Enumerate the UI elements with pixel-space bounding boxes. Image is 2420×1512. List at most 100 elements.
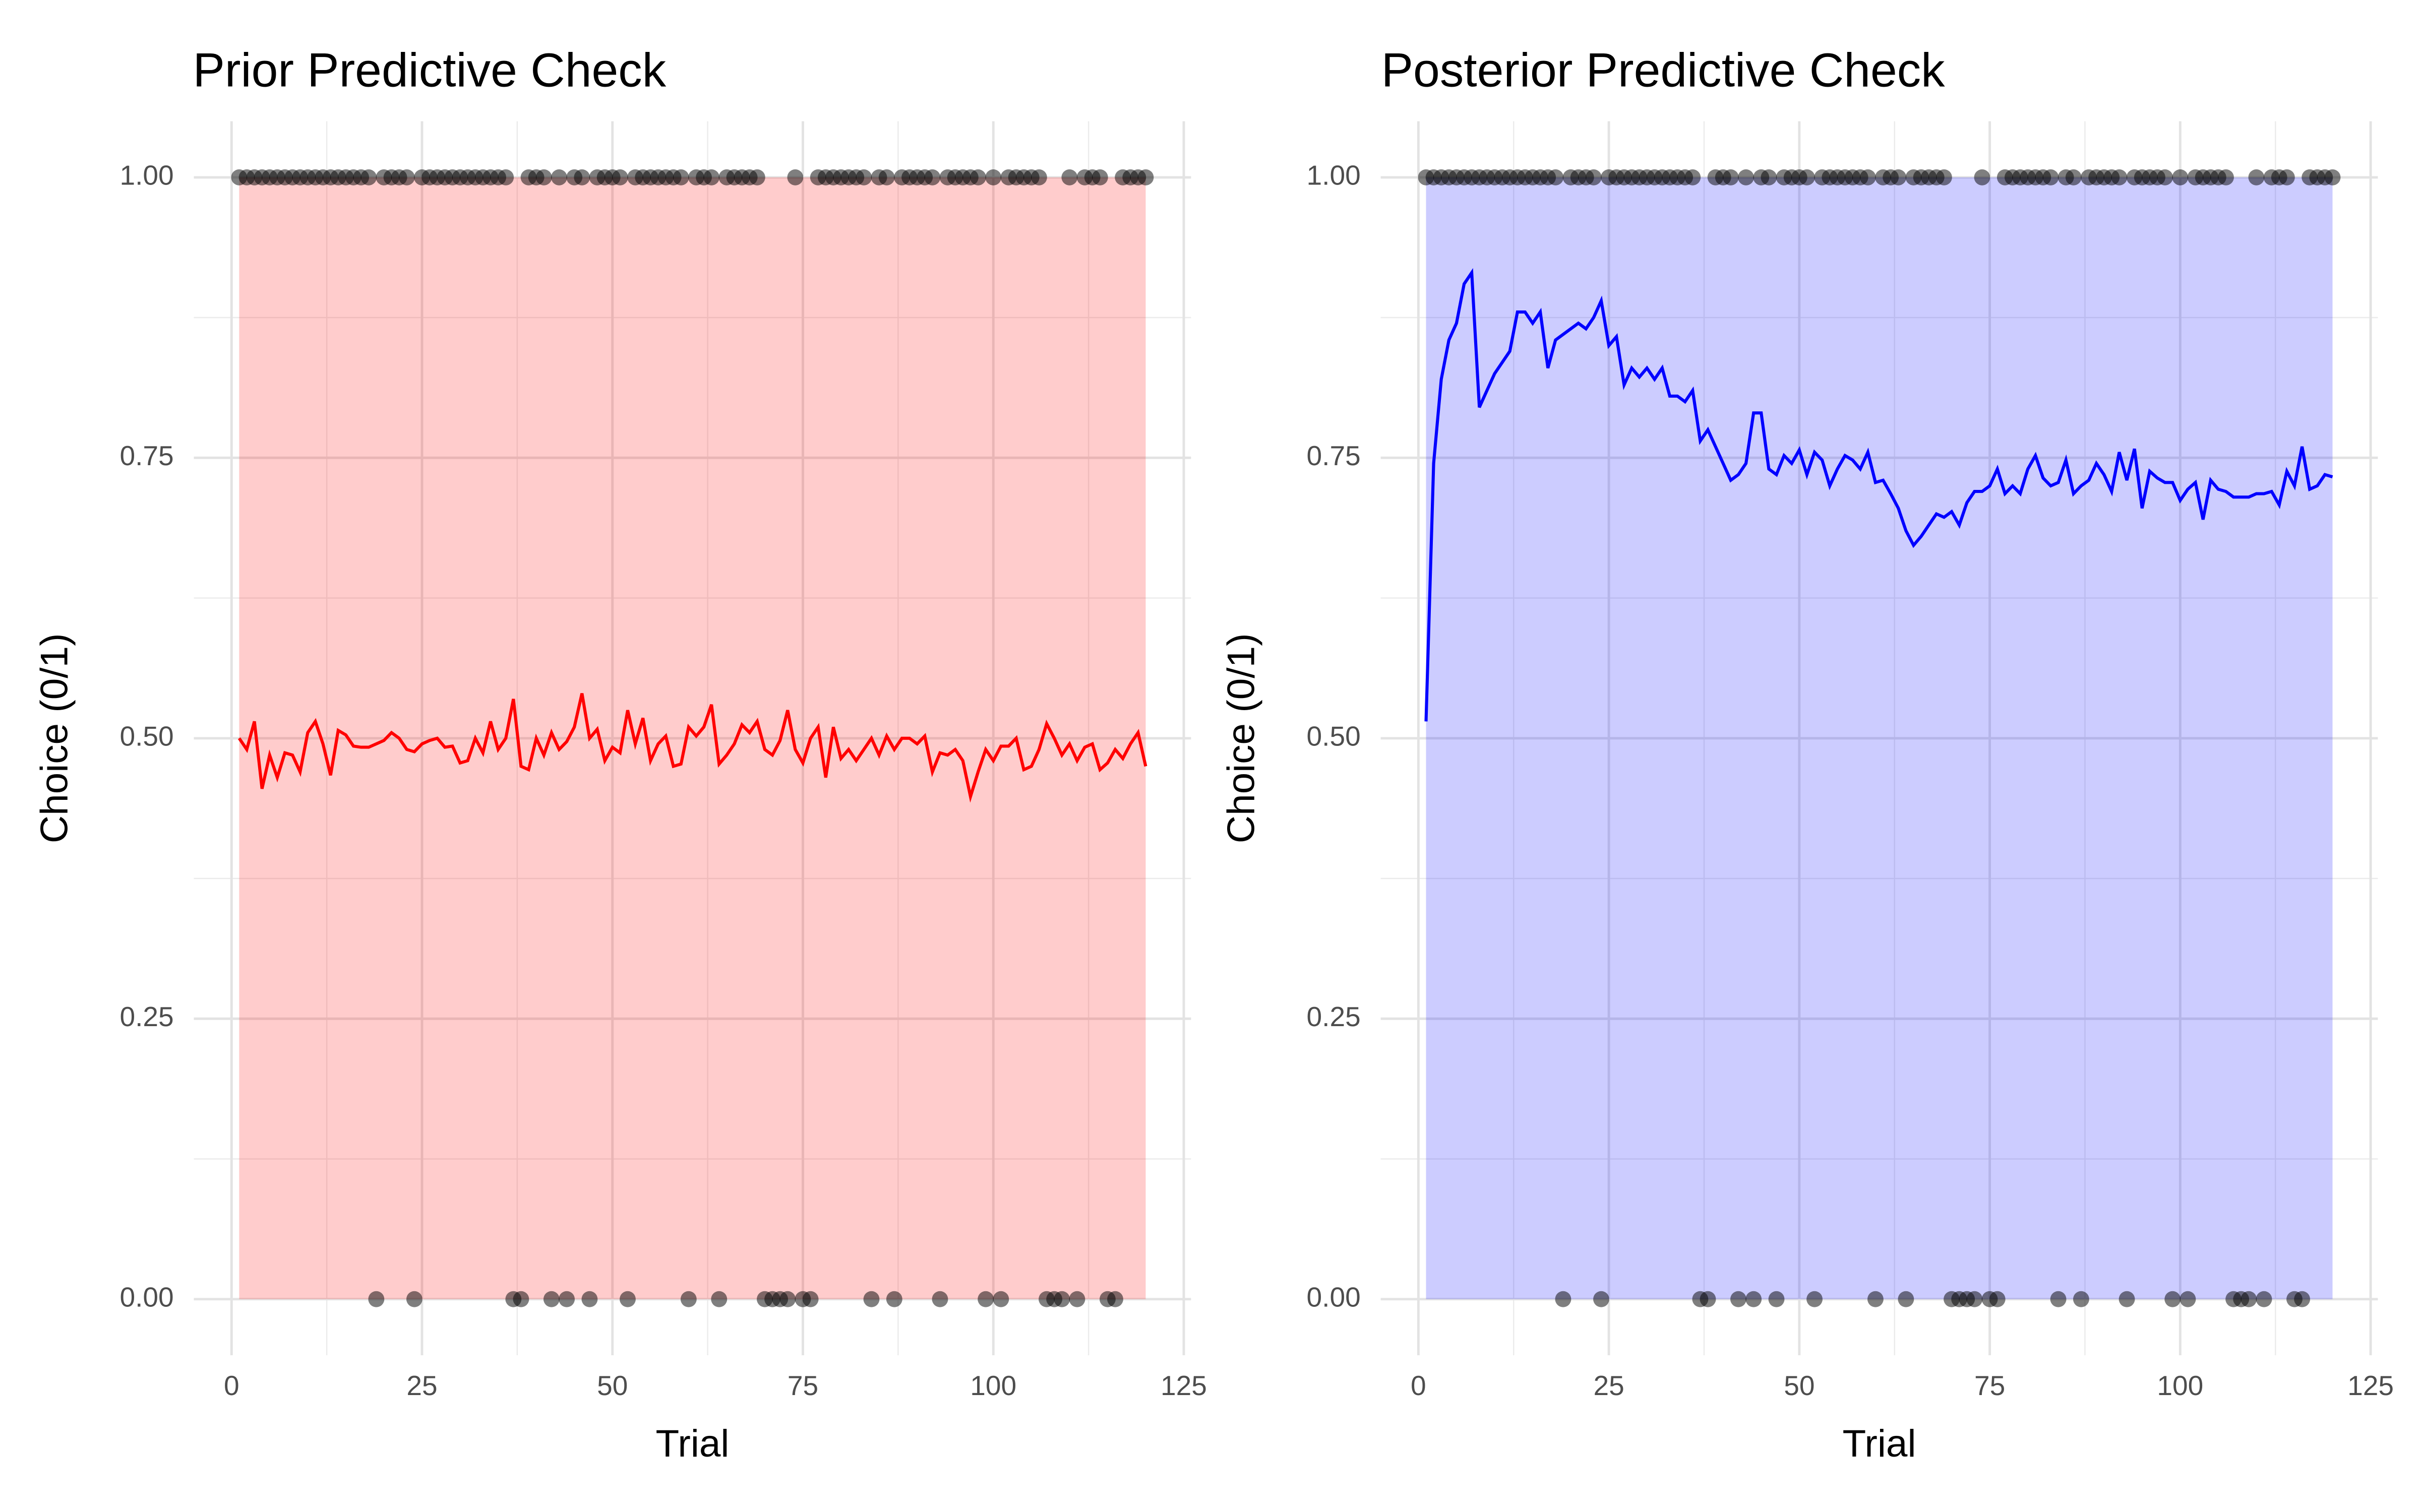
point xyxy=(2119,1291,2135,1307)
point xyxy=(2050,1291,2067,1307)
point xyxy=(612,169,628,185)
point xyxy=(2256,1291,2272,1307)
point xyxy=(1069,1291,1085,1307)
point xyxy=(2180,1291,2196,1307)
point xyxy=(978,1291,994,1307)
point xyxy=(1890,169,1907,185)
point xyxy=(1768,1291,1785,1307)
point xyxy=(924,169,941,185)
point xyxy=(620,1291,636,1307)
point xyxy=(574,169,590,185)
point xyxy=(581,1291,598,1307)
point xyxy=(1730,1291,1746,1307)
point xyxy=(680,1291,697,1307)
point xyxy=(1555,1291,1571,1307)
point xyxy=(993,1291,1009,1307)
point xyxy=(779,1291,796,1307)
point xyxy=(886,1291,902,1307)
point xyxy=(535,169,552,185)
point xyxy=(2042,169,2059,185)
x-tick-label: 50 xyxy=(1784,1370,1814,1401)
point xyxy=(2164,1291,2181,1307)
point xyxy=(2218,169,2234,185)
y-axis-title: Choice (0/1) xyxy=(33,633,76,843)
point xyxy=(932,1291,948,1307)
point xyxy=(1107,1291,1123,1307)
point xyxy=(856,169,872,185)
point xyxy=(2073,1291,2089,1307)
ribbon xyxy=(239,177,1146,1299)
point xyxy=(1966,1291,1983,1307)
point xyxy=(711,1291,728,1307)
y-tick-label: 1.00 xyxy=(1307,159,1361,191)
point xyxy=(1867,1291,1884,1307)
line xyxy=(1424,268,2333,722)
point xyxy=(787,169,804,185)
point xyxy=(802,1291,819,1307)
y-tick-label: 1.00 xyxy=(119,159,173,191)
chart-title: Posterior Predictive Check xyxy=(1381,43,1945,97)
point xyxy=(878,169,895,185)
point xyxy=(1547,169,1564,185)
point xyxy=(1061,169,1078,185)
point xyxy=(2241,1291,2257,1307)
x-tick-label: 75 xyxy=(788,1370,818,1401)
x-tick-label: 25 xyxy=(406,1370,437,1401)
x-tick-label: 75 xyxy=(1974,1370,2005,1401)
point xyxy=(2157,169,2173,185)
y-tick-label: 0.75 xyxy=(1307,440,1361,471)
point xyxy=(985,169,1002,185)
point xyxy=(970,169,986,185)
point xyxy=(703,169,720,185)
panel: Posterior Predictive Check 0 25 50 75 100 125 0… xyxy=(1220,43,2394,1465)
point xyxy=(1092,169,1108,185)
point xyxy=(1137,169,1154,185)
x-tick-label: 50 xyxy=(597,1370,628,1401)
y-tick-label: 0.00 xyxy=(119,1281,173,1312)
x-axis-title: Trial xyxy=(1843,1422,1916,1465)
point xyxy=(863,1291,880,1307)
x-tick-label: 100 xyxy=(970,1370,1016,1401)
x-axis-title: Trial xyxy=(655,1422,729,1465)
x-tick-label: 0 xyxy=(224,1370,239,1401)
point xyxy=(1054,1291,1070,1307)
point xyxy=(559,1291,575,1307)
x-tick-label: 0 xyxy=(1411,1370,1426,1401)
y-axis-title: Choice (0/1) xyxy=(1220,633,1263,843)
point xyxy=(2324,169,2341,185)
point xyxy=(1684,169,1701,185)
point xyxy=(406,1291,422,1307)
point xyxy=(1722,169,1739,185)
point xyxy=(1806,1291,1823,1307)
point xyxy=(360,169,377,185)
point xyxy=(1799,169,1815,185)
chart-title: Prior Predictive Check xyxy=(193,43,667,97)
point xyxy=(368,1291,385,1307)
point xyxy=(2172,169,2189,185)
y-tick-label: 0.75 xyxy=(119,440,173,471)
y-tick-label: 0.50 xyxy=(1307,720,1361,751)
point xyxy=(1761,169,1777,185)
point xyxy=(2065,169,2082,185)
x-tick-label: 125 xyxy=(1161,1370,1207,1401)
point xyxy=(543,1291,560,1307)
x-tick-label: 25 xyxy=(1593,1370,1624,1401)
point xyxy=(1738,169,1754,185)
point xyxy=(1859,169,1876,185)
point xyxy=(1989,1291,2006,1307)
point xyxy=(749,169,765,185)
point xyxy=(673,169,689,185)
x-tick-label: 125 xyxy=(2347,1370,2394,1401)
point xyxy=(2111,169,2128,185)
point xyxy=(1585,169,1602,185)
point xyxy=(1700,1291,1716,1307)
y-tick-label: 0.25 xyxy=(1307,1001,1361,1032)
point xyxy=(2294,1291,2311,1307)
point xyxy=(1031,169,1047,185)
point xyxy=(398,169,415,185)
y-tick-label: 0.25 xyxy=(119,1001,173,1032)
panel: Prior Predictive Check 0 25 50 75 100 125 0.00 0… xyxy=(33,43,1206,1465)
x-tick-label: 100 xyxy=(2157,1370,2203,1401)
